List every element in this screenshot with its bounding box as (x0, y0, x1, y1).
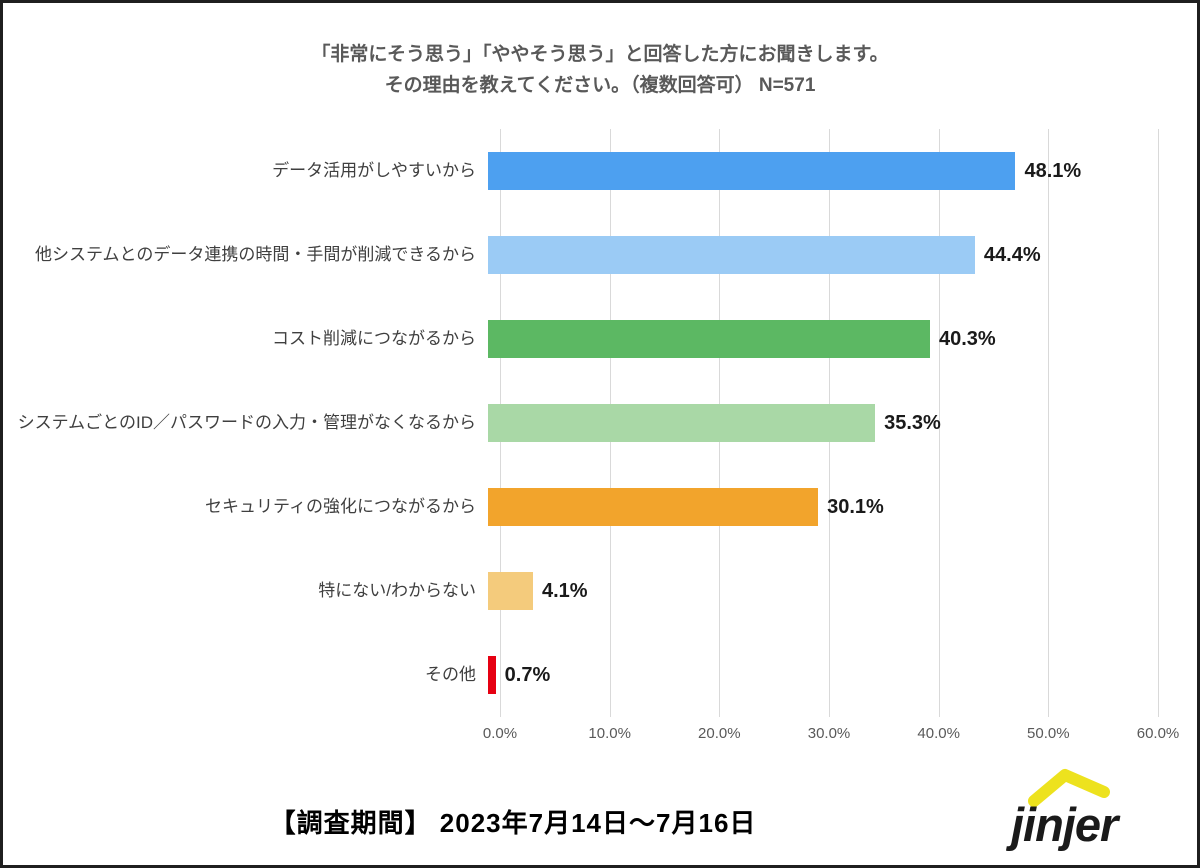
bar-value-label: 4.1% (541, 579, 588, 602)
category-label: 他システムとのデータ連携の時間・手間が削減できるから (35, 245, 476, 265)
chart-row: 特にない/わからない 4.1% (3, 549, 1197, 633)
gridline (1048, 129, 1050, 717)
bar-chart: データ活用がしやすいから 48.1% 他システムとのデータ連携の時間・手間が削減… (3, 129, 1197, 717)
x-tick-label: 10.0% (588, 725, 631, 742)
bar-value-label: 40.3% (938, 327, 996, 350)
logo-wordmark: jinjer (1005, 798, 1121, 851)
jinjer-logo: jinjer (1003, 761, 1183, 851)
x-tick-label: 0.0% (482, 725, 518, 742)
bar-value-label: 35.3% (884, 411, 941, 434)
chart-title-line2: その理由を教えてください。（複数回答可） N=571 (384, 75, 816, 97)
chart-row: コスト削減につながるから 40.3% (3, 297, 1197, 381)
category-label: その他 (425, 665, 476, 685)
category-label: セキュリティの強化につながるから (205, 497, 476, 517)
category-label: データ活用がしやすいから (272, 161, 476, 181)
bar-value-label: 48.1% (1024, 159, 1082, 182)
bar (488, 572, 533, 610)
bar-value-label: 44.4% (983, 243, 1041, 266)
bar (488, 404, 876, 442)
bar-track: 30.1% (488, 465, 1146, 549)
bar-track: 44.4% (488, 213, 1146, 297)
x-tick-label: 60.0% (1136, 725, 1180, 742)
x-tick-label: 40.0% (917, 725, 960, 742)
survey-period-caption: 【調査期間】 2023年7月14日～7月16日 (269, 808, 757, 838)
bar-track: 35.3% (488, 381, 1146, 465)
bar (488, 656, 496, 694)
chart-row: システムごとのID／パスワードの入力・管理がなくなるから 35.3% (3, 381, 1197, 465)
x-axis: 0.0% 10.0% 20.0% 30.0% 40.0% 50.0% 60.0% (483, 725, 1179, 749)
x-tick-label: 20.0% (698, 725, 741, 742)
bar-track: 0.7% (488, 633, 1146, 717)
bar-track: 40.3% (488, 297, 1146, 381)
chart-row: セキュリティの強化につながるから 30.1% (3, 465, 1197, 549)
category-label: コスト削減につながるから (272, 329, 476, 349)
chart-title: 「非常にそう思う」「ややそう思う」と回答した方にお聞きします。 その理由を教えて… (3, 39, 1197, 102)
x-tick-label: 50.0% (1027, 725, 1070, 742)
logo-swoosh-icon (1028, 769, 1110, 807)
category-label: システムごとのID／パスワードの入力・管理がなくなるから (17, 413, 476, 433)
chart-row: データ活用がしやすいから 48.1% (3, 129, 1197, 213)
bar-track: 48.1% (488, 129, 1146, 213)
gridline (938, 129, 940, 717)
bar-value-label: 0.7% (504, 663, 551, 686)
bar-rows: データ活用がしやすいから 48.1% 他システムとのデータ連携の時間・手間が削減… (3, 129, 1197, 717)
chart-row: 他システムとのデータ連携の時間・手間が削減できるから 44.4% (3, 213, 1197, 297)
category-label: 特にない/わからない (318, 581, 476, 601)
bar (488, 152, 1016, 190)
chart-row: その他 0.7% (3, 633, 1197, 717)
bar (488, 488, 819, 526)
bar (488, 320, 930, 358)
gridline (1158, 129, 1159, 717)
bar-track: 4.1% (488, 549, 1146, 633)
bar (488, 236, 975, 274)
bar-value-label: 30.1% (827, 495, 884, 518)
chart-title-line1: 「非常にそう思う」「ややそう思う」と回答した方にお聞きします。 (311, 44, 889, 65)
x-tick-label: 30.0% (807, 725, 851, 742)
